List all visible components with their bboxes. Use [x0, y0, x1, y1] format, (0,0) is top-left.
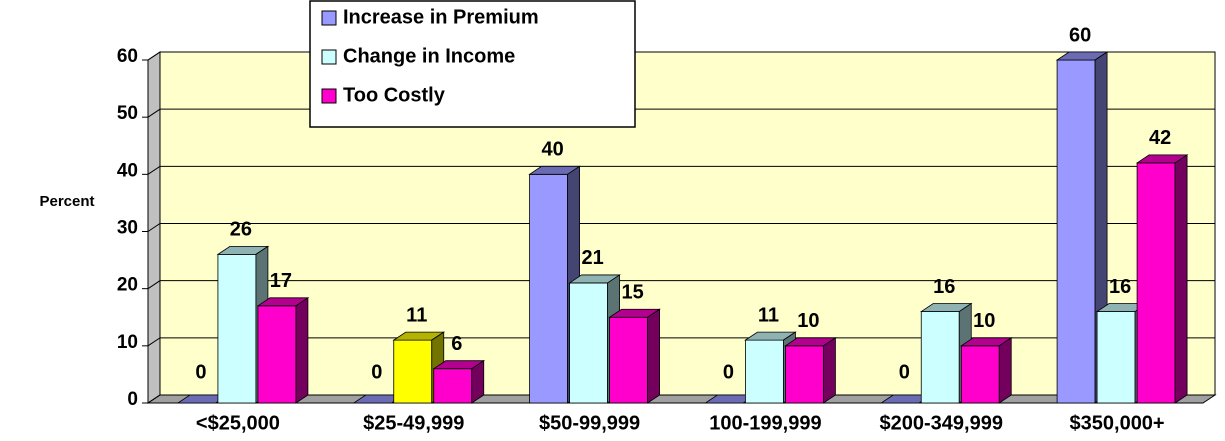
legend: Increase in Premium Change in Income Too C… [309, 0, 636, 128]
legend-swatch [321, 88, 337, 104]
bar [608, 308, 661, 404]
bar [959, 337, 1013, 404]
data-label: 0 [195, 361, 206, 383]
legend-box [309, 0, 636, 128]
data-label: 11 [758, 304, 779, 326]
data-label: 0 [899, 361, 910, 383]
grid-line [147, 51, 1215, 61]
bar-front [785, 345, 824, 404]
y-axis-label: Percent [39, 193, 94, 210]
bar-front [745, 339, 784, 404]
data-label: 26 [230, 219, 252, 241]
y-tick-label: 10 [117, 332, 138, 353]
grid-line [147, 108, 1215, 118]
y-tick-label: 60 [117, 46, 138, 67]
bar-side [647, 308, 660, 404]
bar [256, 297, 310, 404]
bar [1135, 154, 1189, 404]
data-label: 40 [541, 139, 563, 161]
bar-front [609, 316, 648, 404]
bar-front [569, 282, 608, 404]
data-label: 0 [723, 361, 734, 383]
bar-front [433, 368, 473, 404]
bar-front [960, 345, 1000, 404]
x-tick-label: $50-99,999 [539, 412, 640, 434]
y-tick-label: 0 [127, 389, 138, 410]
bar [432, 359, 486, 404]
bar-front [920, 311, 960, 404]
data-label: 10 [973, 310, 995, 332]
bar-side [823, 337, 836, 404]
grid-line [147, 223, 1215, 232]
data-label: 10 [797, 310, 819, 332]
bar-front [529, 173, 568, 404]
bar-front [393, 339, 433, 404]
bar-front [1136, 162, 1176, 404]
legend-label: Too Costly [343, 84, 446, 106]
bar-side [295, 297, 309, 404]
bar-front [257, 305, 297, 404]
bar [784, 337, 837, 404]
data-label: 6 [451, 333, 462, 355]
bar-front [217, 253, 257, 404]
bar-front [1056, 59, 1096, 404]
bar-side [998, 337, 1012, 404]
data-label: 16 [1109, 276, 1131, 298]
bar-side [1174, 154, 1188, 404]
bar-front [1096, 311, 1136, 404]
data-label: 0 [371, 361, 382, 383]
x-tick-label: <$25,000 [196, 412, 280, 434]
x-tick-label: $200-349,999 [880, 412, 1003, 434]
grid-line [147, 280, 1215, 290]
x-tick-label: $350,000+ [1070, 412, 1165, 434]
y-tick-label: 30 [117, 218, 138, 239]
x-tick-label: 100-199,999 [709, 412, 821, 434]
y-tick-label: 40 [117, 160, 138, 181]
y-tick-label: 50 [117, 103, 138, 124]
grid-line [147, 394, 1215, 404]
data-label: 17 [270, 270, 292, 292]
legend-label: Change in Income [343, 45, 515, 67]
data-label: 21 [581, 247, 603, 269]
data-label: 15 [621, 282, 643, 304]
grid-line [147, 337, 1215, 347]
data-label: 60 [1069, 24, 1091, 46]
data-label: 11 [406, 304, 427, 326]
x-tick-label: $25-49,999 [363, 412, 464, 434]
data-label: 16 [933, 276, 955, 298]
floor [146, 394, 1217, 404]
bar [1055, 51, 1109, 404]
bar-side [471, 359, 485, 404]
legend-label: Increase in Premium [343, 6, 539, 28]
grid-line [147, 165, 1215, 175]
y-tick-label: 20 [117, 275, 138, 296]
legend-swatch [321, 10, 337, 26]
legend-swatch [321, 49, 337, 65]
data-label: 42 [1149, 127, 1171, 149]
